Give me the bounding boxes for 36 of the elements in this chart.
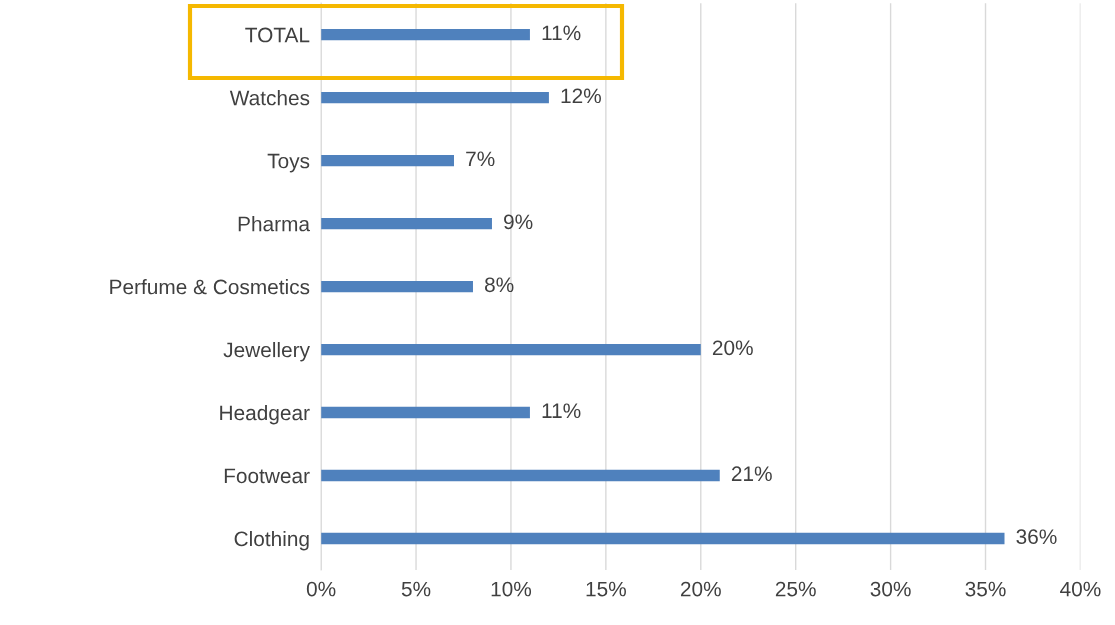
y-tick-label: Jewellery [223,342,310,362]
bar [321,280,473,293]
x-tick-label: 10% [491,581,532,597]
y-tick-label: Perfume & Cosmetics [110,279,310,295]
x-tick-label: 40% [1060,581,1101,597]
x-tick-label: 15% [586,581,626,597]
bar [321,532,1005,545]
y-tick-label: Watches [229,90,310,106]
data-label: 20% [712,340,753,356]
data-label: 21% [731,466,772,482]
data-label: 12% [561,88,601,104]
data-label: 8% [485,277,514,293]
bar [321,343,701,356]
x-tick-label: 35% [965,581,1006,597]
data-label: 7% [466,151,495,167]
y-tick-label: Headgear [220,404,310,425]
data-label: 11% [542,25,581,41]
y-tick-label: Clothing [234,530,309,551]
y-tick-label: Toys [267,153,310,173]
x-tick-label: 20% [680,581,721,597]
x-tick-label: 30% [870,581,911,597]
bar [321,217,492,230]
data-label: 36% [1016,529,1057,545]
bar [321,469,720,482]
bar [321,154,454,167]
x-tick-label: 25% [775,581,816,597]
x-tick-label: 0% [306,581,336,597]
data-label: 9% [504,214,533,230]
bar [321,91,549,104]
bar [321,406,530,419]
x-tick-label: 5% [401,581,431,597]
bar [321,28,530,41]
data-label: 11% [542,403,581,419]
y-tick-label: Footwear [224,468,310,484]
y-tick-label: TOTAL [245,27,310,43]
y-tick-label: Pharma [238,216,311,232]
